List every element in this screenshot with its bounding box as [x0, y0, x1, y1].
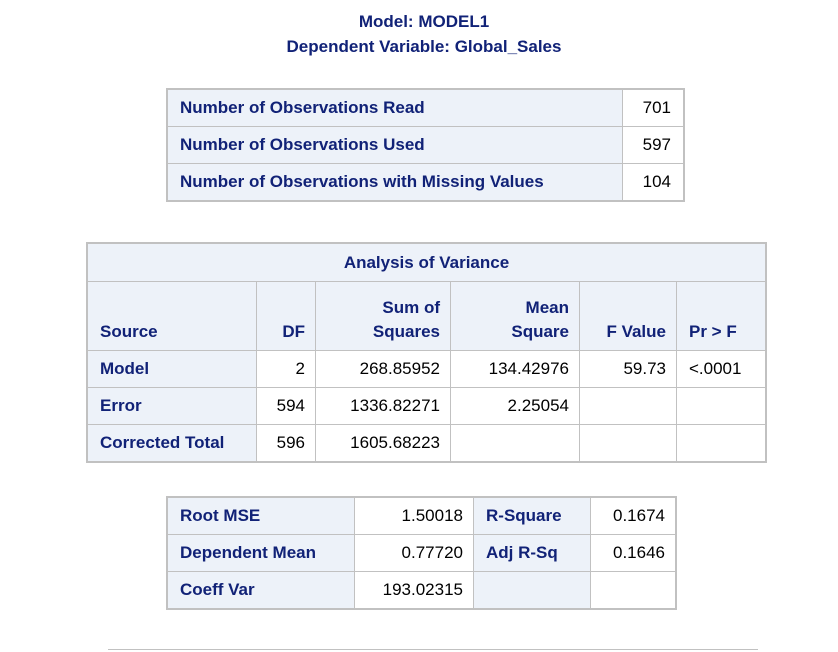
anova-table: Analysis of Variance Source DF Sum of Squ… [86, 242, 767, 463]
fit-label: Coeff Var [166, 571, 355, 610]
obs-value: 597 [622, 126, 685, 164]
cell-p [676, 424, 767, 463]
table-row: Number of Observations Used 597 [166, 126, 685, 164]
table-row: Number of Observations Read 701 [166, 88, 685, 127]
cell-ms [450, 424, 580, 463]
table-row: Root MSE 1.50018 R-Square 0.1674 [166, 496, 677, 535]
row-source: Error [86, 387, 257, 425]
dependent-variable-title: Dependent Variable: Global_Sales [286, 37, 562, 56]
anova-caption: Analysis of Variance [86, 242, 767, 282]
cell-df: 596 [256, 424, 316, 463]
header-df: DF [256, 281, 316, 351]
fit-value-2 [590, 571, 677, 610]
cell-ss: 268.85952 [315, 350, 451, 388]
fit-label-2: R-Square [473, 496, 591, 535]
table-row: Corrected Total 596 1605.68223 [86, 424, 767, 463]
model-title: Model: MODEL1 [358, 12, 490, 31]
obs-value: 701 [622, 88, 685, 127]
cell-df: 2 [256, 350, 316, 388]
cell-df: 594 [256, 387, 316, 425]
cell-f [579, 387, 677, 425]
cell-f [579, 424, 677, 463]
fit-value-2: 0.1674 [590, 496, 677, 535]
row-source: Model [86, 350, 257, 388]
fit-statistics-table: Root MSE 1.50018 R-Square 0.1674 Depende… [166, 496, 677, 610]
fit-value: 1.50018 [354, 496, 474, 535]
fit-value-2: 0.1646 [590, 534, 677, 572]
table-row: Model 2 268.85952 134.42976 59.73 <.0001 [86, 350, 767, 388]
table-row: Dependent Mean 0.77720 Adj R-Sq 0.1646 [166, 534, 677, 572]
cell-ss: 1605.68223 [315, 424, 451, 463]
header-f-value: F Value [579, 281, 677, 351]
cell-ms: 134.42976 [450, 350, 580, 388]
obs-label: Number of Observations Read [166, 88, 623, 127]
fit-label-2 [473, 571, 591, 610]
cell-ss: 1336.82271 [315, 387, 451, 425]
header-ss-line2: Squares [372, 322, 440, 341]
cell-p: <.0001 [676, 350, 767, 388]
fit-label: Dependent Mean [166, 534, 355, 572]
observations-table: Number of Observations Read 701 Number o… [166, 88, 685, 202]
fit-value: 0.77720 [354, 534, 474, 572]
fit-label: Root MSE [166, 496, 355, 535]
row-source: Corrected Total [86, 424, 257, 463]
section-divider [108, 649, 758, 650]
header-ms-line1: Mean [525, 298, 569, 317]
header-ms-line2: Square [511, 322, 569, 341]
table-row: Coeff Var 193.02315 [166, 571, 677, 610]
cell-f: 59.73 [579, 350, 677, 388]
anova-header-row: Source DF Sum of Squares Mean Square F Val… [86, 281, 767, 351]
obs-label: Number of Observations with Missing Valu… [166, 163, 623, 202]
header-sum-of-squares: Sum of Squares [315, 281, 451, 351]
header-pr-f: Pr > F [676, 281, 767, 351]
header-source: Source [86, 281, 257, 351]
header-ss-line1: Sum of [382, 298, 440, 317]
header-mean-square: Mean Square [450, 281, 580, 351]
anova-caption-row: Analysis of Variance [86, 242, 767, 282]
table-row: Error 594 1336.82271 2.25054 [86, 387, 767, 425]
cell-p [676, 387, 767, 425]
obs-value: 104 [622, 163, 685, 202]
fit-value: 193.02315 [354, 571, 474, 610]
obs-label: Number of Observations Used [166, 126, 623, 164]
cell-ms: 2.25054 [450, 387, 580, 425]
fit-label-2: Adj R-Sq [473, 534, 591, 572]
table-row: Number of Observations with Missing Valu… [166, 163, 685, 202]
